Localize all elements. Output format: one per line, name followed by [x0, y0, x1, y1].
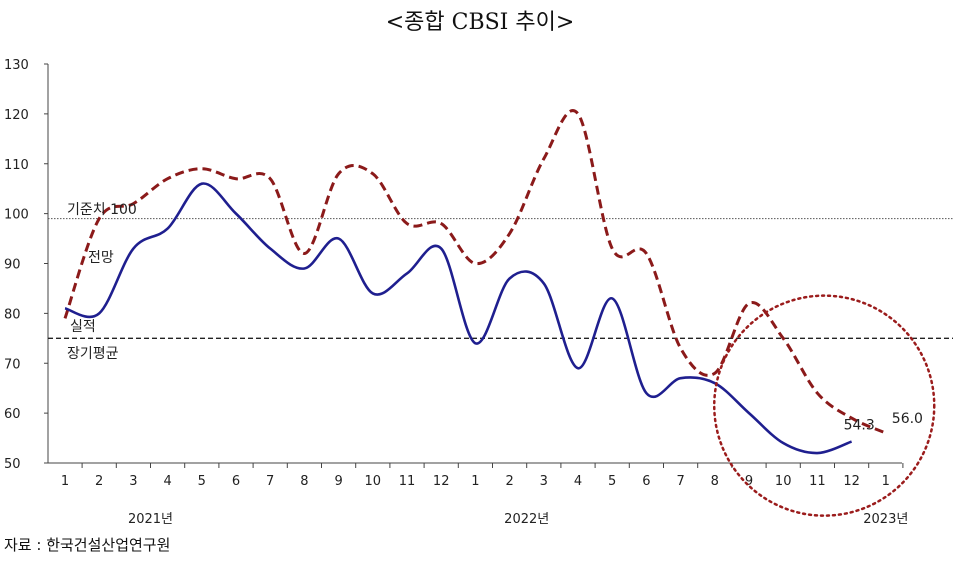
x-tick-label: 7 [266, 474, 274, 489]
chart-title: <종합 CBSI 추이> [385, 10, 575, 35]
x-tick-label: 7 [676, 474, 684, 489]
year-label: 2022년 [504, 512, 549, 527]
x-tick-label: 8 [300, 474, 308, 489]
x-tick-label: 5 [198, 474, 206, 489]
y-tick-label: 100 [4, 208, 29, 223]
x-tick-label: 9 [745, 474, 753, 489]
source-note: 자료 : 한국건설산업연구원 [4, 536, 171, 554]
data-label: 56.0 [892, 411, 923, 427]
year-label: 2021년 [128, 512, 173, 527]
series-line-실적 [64, 182, 853, 455]
x-tick-label: 4 [163, 474, 171, 489]
series-line-전망 [63, 109, 887, 435]
series-label: 전망 [88, 250, 114, 266]
y-tick-label: 80 [4, 307, 21, 322]
y-tick-label: 60 [4, 407, 21, 422]
y-tick-label: 110 [4, 158, 29, 173]
x-tick-label: 12 [843, 474, 860, 489]
y-tick-label: 130 [4, 58, 29, 73]
x-tick-label: 1 [882, 474, 890, 489]
reference-line-label: 장기평균 [67, 346, 119, 362]
x-tick-label: 10 [775, 474, 792, 489]
x-tick-label: 5 [608, 474, 616, 489]
y-tick-label: 50 [4, 457, 21, 472]
x-tick-label: 6 [642, 474, 650, 489]
x-tick-label: 11 [399, 474, 416, 489]
highlight-circle [712, 294, 936, 517]
y-tick-label: 120 [4, 108, 29, 123]
x-tick-label: 3 [540, 474, 548, 489]
series-label: 실적 [70, 319, 96, 335]
x-tick-label: 2 [505, 474, 513, 489]
x-tick-label: 1 [61, 474, 69, 489]
x-tick-label: 3 [129, 474, 137, 489]
x-tick-label: 8 [711, 474, 719, 489]
x-tick-label: 12 [433, 474, 450, 489]
x-tick-label: 11 [809, 474, 826, 489]
year-label: 2023년 [863, 512, 908, 527]
y-tick-label: 70 [4, 357, 21, 372]
series-layer [63, 109, 936, 517]
x-tick-label: 9 [334, 474, 342, 489]
x-tick-label: 2 [95, 474, 103, 489]
reference-lines [48, 218, 953, 339]
x-tick-label: 10 [365, 474, 382, 489]
x-tick-label: 1 [471, 474, 479, 489]
reference-line-label: 기준치 100 [67, 202, 137, 218]
x-tick-label: 6 [232, 474, 240, 489]
y-tick-label: 90 [4, 258, 21, 273]
data-label: 54.3 [844, 418, 875, 434]
x-tick-label: 4 [574, 474, 582, 489]
